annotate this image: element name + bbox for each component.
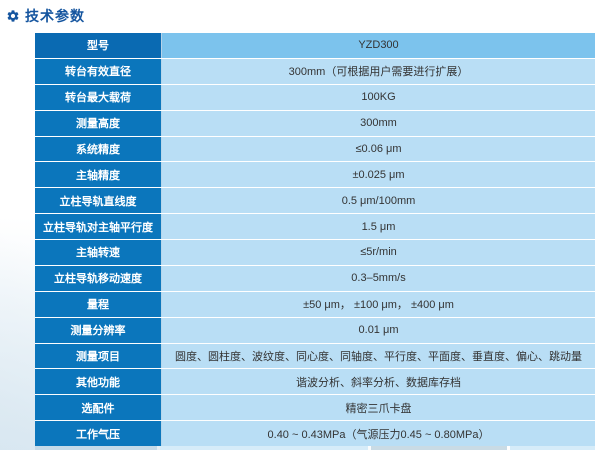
param-value: 300mm (162, 110, 595, 136)
table-row: 工作气压 0.40 ~ 0.43MPa（气源压力0.45 ~ 0.80MPa） (35, 421, 595, 446)
section-title: 技术参数 (25, 8, 85, 24)
param-name: 选配件 (35, 395, 162, 421)
param-value: 300mm（可根据用户需要进行扩展） (162, 58, 595, 84)
table-row: 主轴转速 ≤5r/min (35, 240, 595, 266)
table-row: 其他功能 谐波分析、斜率分析、数据库存档 (35, 369, 595, 396)
param-value: ±50 μm， ±100 μm， ±400 μm (162, 291, 595, 317)
gear-icon (6, 9, 20, 23)
table-row: 系统精度 ≤0.06 μm (35, 136, 595, 163)
param-name: 其他功能 (35, 369, 162, 395)
param-name: 主轴转速 (35, 240, 162, 265)
table-row: 选配件 精密三爪卡盘 (35, 395, 595, 422)
param-name: 测量项目 (35, 343, 162, 369)
cropped-segment (371, 446, 507, 450)
param-value: 圆度、圆柱度、波纹度、同心度、同轴度、平行度、平面度、垂直度、偏心、跳动量 (162, 343, 595, 369)
cropped-next-section (35, 446, 595, 450)
param-value: 0.3–5mm/s (162, 265, 595, 291)
param-name: 测量高度 (35, 110, 162, 136)
param-value: 0.01 μm (162, 317, 595, 343)
param-name: 立柱导轨直线度 (35, 188, 162, 214)
table-row: 转台有效直径 300mm（可根据用户需要进行扩展） (35, 58, 595, 85)
table-row: 测量项目 圆度、圆柱度、波纹度、同心度、同轴度、平行度、平面度、垂直度、偏心、跳… (35, 343, 595, 370)
table-row: 测量分辨率 0.01 μm (35, 317, 595, 344)
param-value: YZD300 (162, 33, 595, 58)
param-name: 立柱导轨移动速度 (35, 265, 162, 291)
table-row: 立柱导轨直线度 0.5 μm/100mm (35, 188, 595, 215)
param-name: 系统精度 (35, 136, 162, 162)
cropped-segment (160, 446, 368, 450)
param-value: ≤0.06 μm (162, 136, 595, 162)
table-row: 测量高度 300mm (35, 110, 595, 137)
section-header: 技术参数 (6, 6, 85, 26)
param-value: 0.40 ~ 0.43MPa（气源压力0.45 ~ 0.80MPa） (162, 421, 595, 446)
param-value: 精密三爪卡盘 (162, 395, 595, 421)
param-name: 量程 (35, 291, 162, 317)
table-row: 主轴精度 ±0.025 μm (35, 162, 595, 189)
param-name: 工作气压 (35, 421, 162, 446)
param-value: 0.5 μm/100mm (162, 188, 595, 214)
param-name: 转台最大载荷 (35, 84, 162, 110)
param-value: 100KG (162, 84, 595, 110)
param-value: ≤5r/min (162, 240, 595, 265)
table-row: 立柱导轨对主轴平行度 1.5 μm (35, 214, 595, 240)
param-name: 转台有效直径 (35, 58, 162, 84)
param-name: 测量分辨率 (35, 317, 162, 343)
cropped-segment (35, 446, 157, 450)
param-value: 谐波分析、斜率分析、数据库存档 (162, 369, 595, 395)
param-value: ±0.025 μm (162, 162, 595, 188)
param-name: 主轴精度 (35, 162, 162, 188)
table-row: 型号 YZD300 (35, 33, 595, 59)
table-row: 立柱导轨移动速度 0.3–5mm/s (35, 265, 595, 292)
param-name: 型号 (35, 33, 162, 58)
table-row: 转台最大载荷 100KG (35, 84, 595, 111)
table-row: 量程 ±50 μm， ±100 μm， ±400 μm (35, 291, 595, 318)
cropped-segment (510, 446, 595, 450)
spec-table: 型号 YZD300 转台有效直径 300mm（可根据用户需要进行扩展） 转台最大… (35, 33, 595, 446)
param-name: 立柱导轨对主轴平行度 (35, 214, 162, 239)
param-value: 1.5 μm (162, 214, 595, 239)
